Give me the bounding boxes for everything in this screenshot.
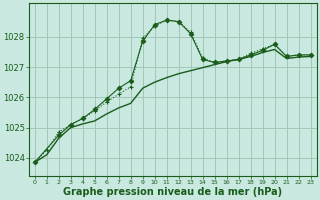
X-axis label: Graphe pression niveau de la mer (hPa): Graphe pression niveau de la mer (hPa)	[63, 187, 282, 197]
